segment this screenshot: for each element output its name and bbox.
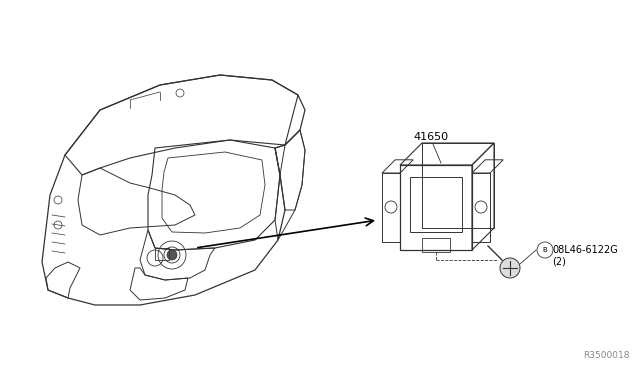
Text: 08L46-6122G: 08L46-6122G bbox=[552, 245, 618, 255]
Text: B: B bbox=[543, 247, 547, 253]
Bar bbox=[155, 248, 169, 260]
Circle shape bbox=[500, 258, 520, 278]
Text: (2): (2) bbox=[552, 257, 566, 267]
Text: R3500018: R3500018 bbox=[584, 351, 630, 360]
Bar bbox=[422, 238, 450, 252]
Bar bbox=[472, 173, 490, 242]
Bar bbox=[410, 177, 462, 232]
Bar bbox=[382, 173, 400, 242]
Circle shape bbox=[167, 250, 177, 260]
Text: 41650: 41650 bbox=[413, 132, 449, 142]
